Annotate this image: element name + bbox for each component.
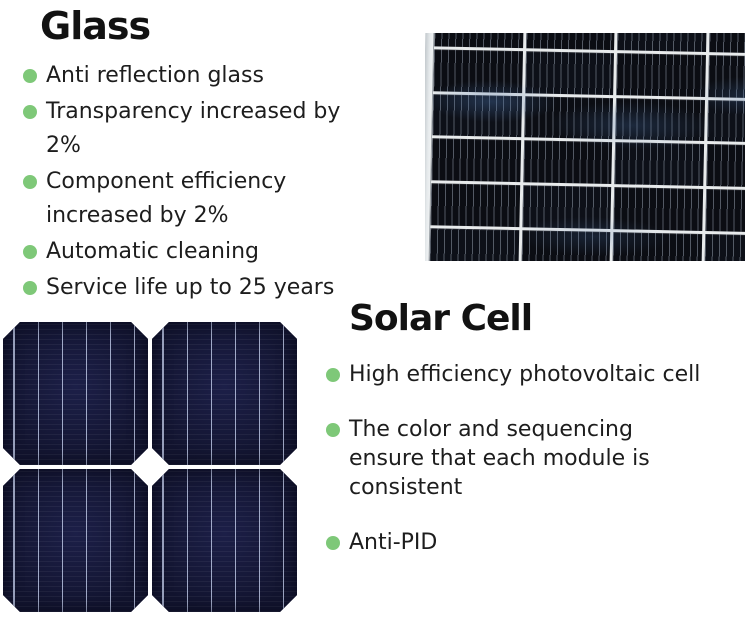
bullet-dot-icon (23, 245, 37, 259)
panel-cell (523, 95, 614, 140)
panel-cell (705, 144, 745, 189)
panel-cell (429, 228, 519, 261)
panel-cell (613, 187, 703, 232)
panel-cell (520, 230, 611, 261)
list-item: High efficiency photovoltaic cell (326, 360, 706, 389)
list-item-text: Component efficiency increased by 2% (46, 169, 287, 228)
panel-cell (706, 99, 745, 144)
panel-cell (521, 185, 612, 230)
panel-cell (524, 51, 614, 95)
list-item-text: Anti-PID (349, 530, 438, 555)
list-item: Transparency increased by 2% (23, 95, 378, 163)
panel-cell (525, 33, 615, 50)
list-item-text: Anti reflection glass (46, 63, 264, 88)
panel-cell (612, 232, 702, 261)
list-item-text: Transparency increased by 2% (46, 99, 341, 158)
solar-cell-image (152, 469, 297, 612)
bullet-dot-icon (23, 69, 37, 83)
list-item-text: Automatic cleaning (46, 239, 260, 264)
list-item: Service life up to 25 years (23, 271, 378, 305)
solar-cell-section-title: Solar Cell (349, 298, 533, 339)
glass-feature-list: Anti reflection glass Transparency incre… (23, 59, 378, 307)
solar-cell-image (152, 322, 297, 465)
panel-cell (522, 140, 613, 185)
panel-cell (703, 234, 745, 261)
bullet-dot-icon (326, 536, 340, 550)
solar-cell-image (3, 322, 148, 465)
panel-cell (617, 33, 707, 52)
list-item-text: Service life up to 25 years (46, 275, 335, 300)
panel-cell (433, 49, 523, 93)
solar-panel-photo (425, 33, 745, 261)
panel-cell (704, 189, 745, 234)
list-item: Component efficiency increased by 2% (23, 165, 378, 233)
bullet-dot-icon (23, 175, 37, 189)
panel-cell (434, 33, 524, 48)
panel-module (425, 33, 745, 261)
panel-cell (432, 93, 522, 138)
list-item-text: The color and sequencing ensure that eac… (349, 417, 650, 500)
panel-cell (614, 142, 704, 187)
panel-cell (616, 52, 706, 97)
solar-cells-photo (3, 322, 297, 612)
list-item: The color and sequencing ensure that eac… (326, 415, 706, 502)
solar-cell-feature-list: High efficiency photovoltaic cell The co… (326, 360, 706, 583)
list-item: Automatic cleaning (23, 235, 378, 269)
panel-cell (615, 97, 705, 142)
solar-cell-image (3, 469, 148, 612)
panel-cell (430, 183, 520, 228)
list-item: Anti reflection glass (23, 59, 378, 93)
bullet-dot-icon (23, 281, 37, 295)
bullet-dot-icon (23, 105, 37, 119)
panel-cell (707, 54, 745, 99)
panel-cells-grid (429, 33, 745, 261)
glass-section-title: Glass (40, 4, 151, 48)
panel-cell (431, 138, 521, 183)
bullet-dot-icon (326, 423, 340, 437)
panel-cell (708, 33, 745, 54)
bullet-dot-icon (326, 368, 340, 382)
list-item: Anti-PID (326, 528, 706, 557)
list-item-text: High efficiency photovoltaic cell (349, 362, 701, 387)
